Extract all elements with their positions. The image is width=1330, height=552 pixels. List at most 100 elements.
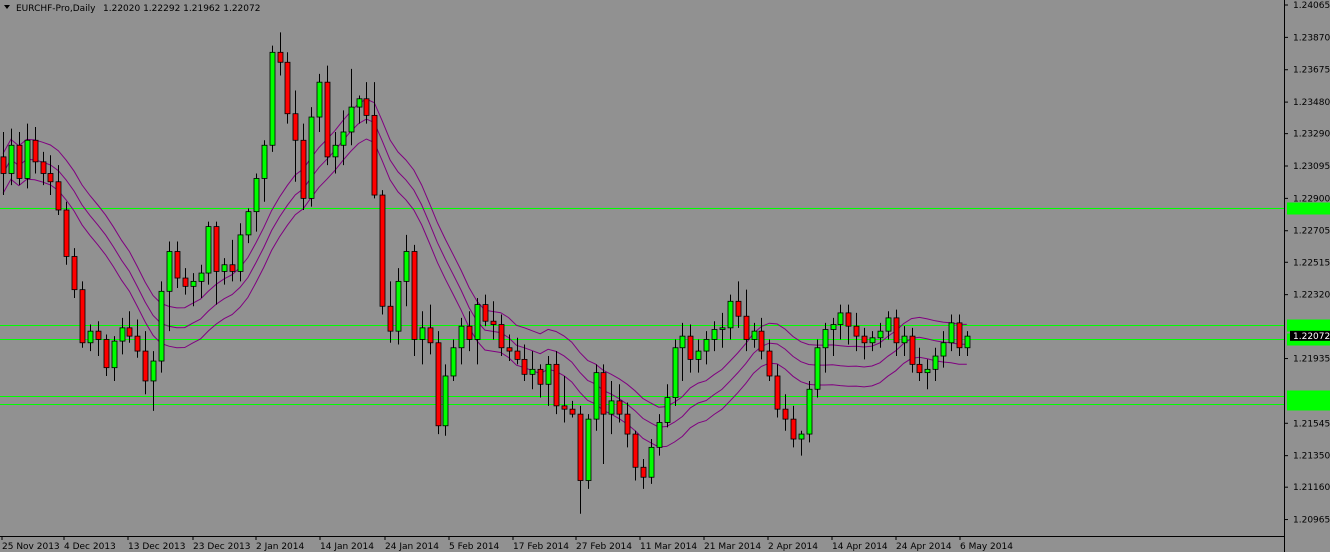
candle[interactable] <box>150 351 157 411</box>
candle[interactable] <box>229 239 236 282</box>
candle[interactable] <box>63 201 70 265</box>
candle[interactable] <box>885 311 892 340</box>
candle[interactable] <box>632 430 639 481</box>
candle[interactable] <box>221 258 228 285</box>
candle[interactable] <box>182 268 189 295</box>
candle[interactable] <box>735 281 742 328</box>
candle[interactable] <box>24 123 31 189</box>
candle[interactable] <box>174 241 181 289</box>
candle[interactable] <box>103 334 110 376</box>
candle[interactable] <box>324 65 331 166</box>
candle[interactable] <box>956 314 963 357</box>
candle[interactable] <box>893 309 900 357</box>
candle[interactable] <box>498 314 505 357</box>
candle[interactable] <box>55 165 62 215</box>
candle[interactable] <box>853 312 860 352</box>
candle[interactable] <box>774 364 781 418</box>
candle[interactable] <box>940 331 947 368</box>
candle[interactable] <box>561 375 568 423</box>
candle[interactable] <box>877 322 884 348</box>
candle[interactable] <box>332 131 339 174</box>
candle[interactable] <box>450 339 457 381</box>
candle[interactable] <box>269 45 276 152</box>
candle[interactable] <box>514 337 521 365</box>
candle[interactable] <box>47 155 54 196</box>
candle[interactable] <box>600 364 607 464</box>
candle[interactable] <box>782 394 789 431</box>
candle[interactable] <box>458 317 465 365</box>
candle[interactable] <box>822 322 829 373</box>
candle[interactable] <box>340 110 347 166</box>
candle[interactable] <box>656 414 663 456</box>
candle[interactable] <box>695 339 702 373</box>
candle[interactable] <box>0 131 7 196</box>
candle[interactable] <box>205 221 212 285</box>
candle[interactable] <box>758 317 765 360</box>
candle[interactable] <box>348 68 355 146</box>
candle[interactable] <box>316 73 323 132</box>
candle[interactable] <box>158 281 165 373</box>
candle[interactable] <box>869 331 876 352</box>
candle[interactable] <box>751 322 758 348</box>
candle[interactable] <box>743 289 750 352</box>
candle[interactable] <box>798 430 805 456</box>
candle[interactable] <box>442 364 449 436</box>
candle[interactable] <box>40 151 47 186</box>
candle[interactable] <box>711 321 718 352</box>
candle[interactable] <box>134 319 141 358</box>
candle[interactable] <box>292 90 299 182</box>
candle[interactable] <box>411 244 418 357</box>
candle[interactable] <box>395 268 402 345</box>
candle[interactable] <box>569 400 576 418</box>
candle[interactable] <box>593 364 600 431</box>
candle[interactable] <box>466 311 473 352</box>
candle[interactable] <box>648 439 655 484</box>
candle[interactable] <box>371 82 378 199</box>
triangle-down-icon[interactable] <box>4 5 10 9</box>
candle[interactable] <box>87 324 94 352</box>
candle[interactable] <box>32 126 39 174</box>
candle[interactable] <box>435 331 442 435</box>
candle[interactable] <box>308 107 315 207</box>
candle[interactable] <box>932 347 939 381</box>
candle[interactable] <box>427 304 434 355</box>
candle[interactable] <box>909 327 916 373</box>
candle[interactable] <box>577 405 584 514</box>
candle[interactable] <box>679 322 686 381</box>
candle[interactable] <box>608 380 615 435</box>
candle[interactable] <box>727 294 734 340</box>
candle[interactable] <box>213 221 220 305</box>
candle[interactable] <box>142 331 149 395</box>
candle[interactable] <box>640 458 647 489</box>
candle[interactable] <box>419 311 426 365</box>
candle[interactable] <box>672 339 679 406</box>
candle[interactable] <box>277 32 284 76</box>
candle[interactable] <box>403 234 410 307</box>
candle[interactable] <box>766 339 773 381</box>
candle[interactable] <box>790 405 797 448</box>
candle[interactable] <box>553 351 560 415</box>
candle[interactable] <box>198 264 205 298</box>
candle[interactable] <box>585 414 592 489</box>
candle[interactable] <box>537 364 544 398</box>
candle[interactable] <box>703 331 710 365</box>
candle[interactable] <box>616 384 623 423</box>
candle[interactable] <box>190 273 197 307</box>
candle[interactable] <box>624 402 631 448</box>
candle[interactable] <box>521 344 528 381</box>
candle[interactable] <box>545 356 552 406</box>
candle[interactable] <box>387 281 394 343</box>
candle[interactable] <box>379 190 386 315</box>
candle[interactable] <box>95 321 102 357</box>
candle[interactable] <box>300 123 307 210</box>
candle[interactable] <box>837 304 844 340</box>
candle[interactable] <box>119 317 126 355</box>
candle[interactable] <box>664 384 671 428</box>
candle[interactable] <box>79 281 86 348</box>
candle[interactable] <box>16 131 23 186</box>
candle[interactable] <box>166 241 173 332</box>
candle[interactable] <box>245 208 252 244</box>
candle[interactable] <box>490 301 497 340</box>
candle[interactable] <box>845 304 852 345</box>
